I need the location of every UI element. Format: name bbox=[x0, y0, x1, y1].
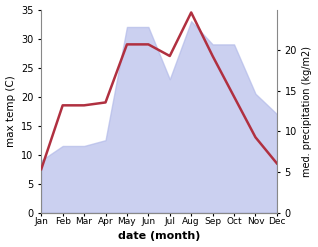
X-axis label: date (month): date (month) bbox=[118, 231, 200, 242]
Y-axis label: max temp (C): max temp (C) bbox=[5, 75, 16, 147]
Y-axis label: med. precipitation (kg/m2): med. precipitation (kg/m2) bbox=[302, 46, 313, 177]
